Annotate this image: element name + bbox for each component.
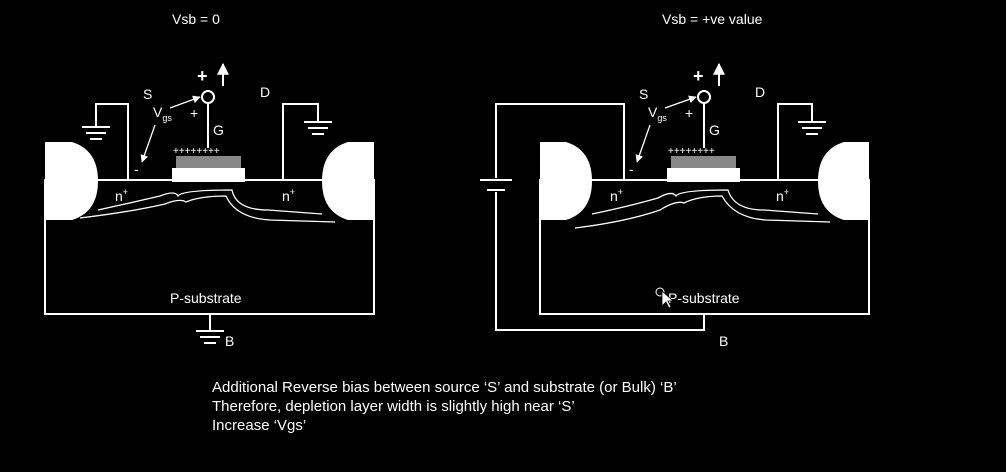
right-vgs-plus: + bbox=[685, 105, 693, 121]
left-drain-contact-blob bbox=[322, 142, 374, 220]
right-n-source-label: n+ bbox=[610, 187, 623, 204]
left-n-drain-label: n+ bbox=[282, 187, 295, 204]
explanation-notes: Additional Reverse bias between source ‘… bbox=[212, 378, 677, 435]
left-bulk-label: B bbox=[225, 333, 234, 349]
right-channel-charges: -------- bbox=[677, 182, 704, 193]
note-line-2: Therefore, depletion layer width is slig… bbox=[212, 398, 575, 415]
right-n-drain-label: n+ bbox=[776, 187, 789, 204]
left-drain-wire bbox=[282, 103, 319, 180]
left-vgs-minus: - bbox=[134, 161, 139, 177]
left-drain-label: D bbox=[260, 84, 270, 100]
right-vgs-label: Vgs bbox=[648, 104, 667, 123]
left-gate-oxide bbox=[172, 168, 245, 182]
left-channel-line-upper bbox=[97, 189, 323, 215]
right-gate-label: G bbox=[709, 122, 720, 138]
right-gate-metal bbox=[671, 156, 736, 168]
left-gate-terminal bbox=[201, 90, 215, 104]
right-vgs-arrow-to-gate bbox=[664, 95, 697, 109]
right-depletion-line-lower bbox=[574, 195, 831, 229]
right-source-contact-blob bbox=[540, 142, 592, 220]
right-drain-contact-blob bbox=[818, 142, 869, 220]
right-source-to-battery-wire bbox=[495, 103, 625, 180]
left-depletion-line-lower bbox=[79, 195, 336, 223]
left-substrate-label: P-substrate bbox=[170, 290, 242, 306]
left-n-source-label: n+ bbox=[115, 187, 128, 204]
right-gate-oxide bbox=[667, 168, 740, 182]
right-title: Vsb = +ve value bbox=[662, 11, 763, 27]
left-vgs-arrow-to-source bbox=[140, 124, 156, 163]
right-vgs-arrow-to-source bbox=[635, 124, 651, 163]
left-channel-charges: -------- bbox=[182, 182, 209, 193]
right-substrate-label: P-substrate bbox=[668, 290, 740, 306]
right-bulk-label: B bbox=[719, 333, 728, 349]
left-source-wire bbox=[95, 103, 129, 180]
right-channel-line-upper bbox=[591, 189, 819, 215]
left-gate-metal bbox=[176, 156, 241, 168]
left-gate-plus-big: + bbox=[197, 66, 208, 86]
left-source-label: S bbox=[143, 86, 152, 102]
left-gate-charges: ++++++++ bbox=[173, 146, 220, 157]
mouse-cursor-icon bbox=[655, 287, 675, 309]
right-gate-terminal bbox=[697, 90, 711, 104]
left-vgs-plus: + bbox=[190, 105, 198, 121]
left-source-contact-blob bbox=[45, 142, 98, 220]
left-mosfet: Vsb = 0 P-substrate n+ n+ ++++++++ -----… bbox=[44, 11, 375, 349]
right-drain-label: D bbox=[755, 84, 765, 100]
right-source-label: S bbox=[639, 86, 648, 102]
right-drain-wire bbox=[777, 103, 813, 180]
note-line-3: Increase ‘Vgs’ bbox=[212, 417, 307, 434]
right-gate-charges: ++++++++ bbox=[668, 146, 715, 157]
right-battery-to-bulk-wire bbox=[495, 192, 705, 331]
right-mosfet: Vsb = +ve value P-substrate n+ n+ ++++++… bbox=[480, 11, 870, 349]
left-gate-label: G bbox=[213, 122, 224, 138]
right-vgs-minus: - bbox=[629, 161, 634, 177]
left-vgs-label: Vgs bbox=[153, 104, 172, 123]
note-line-1: Additional Reverse bias between source ‘… bbox=[212, 379, 677, 396]
left-title: Vsb = 0 bbox=[172, 11, 220, 27]
left-vgs-arrow-to-gate bbox=[169, 95, 201, 109]
right-gate-plus-big: + bbox=[693, 66, 704, 86]
